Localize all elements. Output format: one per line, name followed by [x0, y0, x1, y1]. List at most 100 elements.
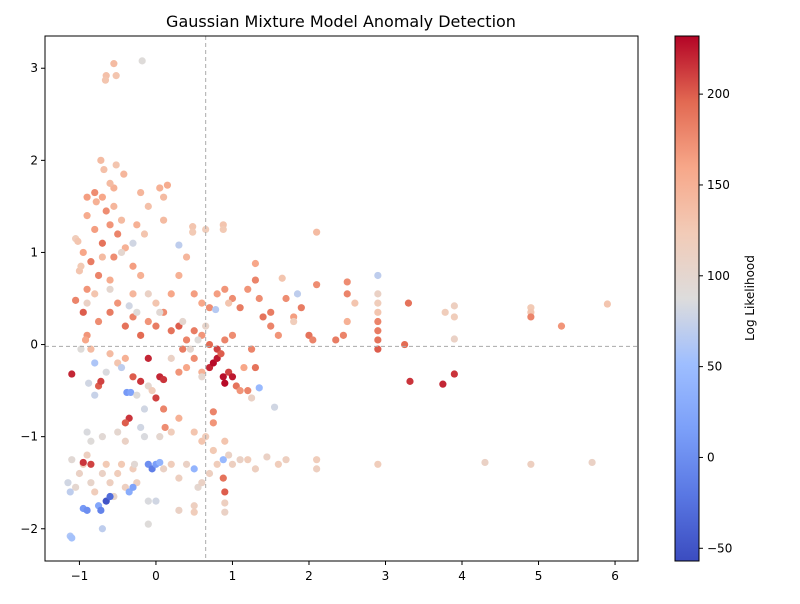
data-point: [98, 253, 106, 261]
colorbar-label: Log Likelihood: [743, 255, 757, 341]
data-point: [221, 336, 229, 344]
data-point: [251, 259, 260, 268]
data-point: [244, 285, 252, 293]
data-point: [148, 387, 156, 395]
data-point: [179, 317, 187, 326]
x-tick-label: −1: [71, 569, 89, 583]
data-point: [160, 465, 168, 473]
data-point: [244, 456, 252, 464]
data-point: [481, 458, 489, 467]
data-point: [374, 345, 382, 353]
data-point: [221, 285, 229, 293]
data-point: [97, 377, 105, 385]
data-point: [112, 161, 120, 169]
data-point: [121, 437, 129, 445]
data-point: [221, 508, 229, 516]
data-point: [219, 225, 227, 234]
data-point: [309, 336, 317, 344]
colorbar-tick-label: 200: [707, 87, 730, 101]
data-point: [102, 207, 110, 215]
data-point: [202, 225, 210, 234]
data-point: [79, 248, 87, 257]
data-point: [144, 290, 152, 298]
data-point: [87, 345, 95, 353]
data-point: [138, 57, 146, 65]
data-point: [91, 391, 99, 399]
data-point: [156, 433, 164, 441]
data-point: [209, 419, 217, 427]
data-point: [219, 456, 227, 464]
data-point: [137, 331, 145, 339]
data-point: [450, 335, 458, 343]
data-point: [450, 370, 458, 378]
data-point: [182, 253, 191, 261]
chart-title: Gaussian Mixture Model Anomaly Detection: [166, 12, 516, 31]
data-point: [130, 460, 139, 468]
y-tick-label: −2: [20, 522, 38, 536]
data-point: [91, 290, 99, 298]
data-point: [228, 331, 237, 339]
data-point: [77, 262, 85, 270]
data-point: [221, 488, 229, 496]
data-point: [343, 290, 351, 298]
data-point: [91, 359, 99, 367]
data-point: [557, 322, 566, 330]
data-point: [282, 294, 290, 303]
colorbar-tick-label: 100: [707, 269, 730, 283]
data-point: [83, 285, 91, 293]
data-point: [198, 299, 206, 307]
data-point: [137, 271, 145, 280]
data-point: [255, 294, 263, 303]
data-point: [236, 387, 244, 395]
data-point: [83, 451, 91, 459]
data-point: [274, 331, 282, 339]
data-point: [527, 460, 535, 468]
data-point: [259, 313, 267, 321]
data-point: [152, 394, 160, 402]
data-point: [198, 373, 206, 381]
data-point: [129, 262, 137, 270]
data-point: [290, 317, 298, 326]
data-point: [87, 460, 95, 468]
colorbar-tick-label: −50: [707, 541, 732, 555]
data-point: [85, 379, 93, 387]
data-point: [278, 274, 286, 282]
data-point: [92, 198, 100, 206]
data-point: [117, 363, 126, 372]
data-point: [102, 460, 110, 468]
data-point: [87, 437, 95, 445]
data-point: [117, 216, 126, 224]
data-point: [64, 479, 72, 487]
data-point: [175, 414, 183, 422]
data-point: [374, 271, 382, 280]
data-point: [205, 340, 214, 349]
data-point: [221, 499, 229, 507]
data-point: [236, 304, 244, 312]
data-point: [270, 403, 279, 411]
data-point: [152, 497, 160, 505]
data-point: [175, 506, 183, 514]
data-point: [401, 340, 409, 349]
data-point: [217, 350, 225, 358]
data-point: [91, 188, 99, 197]
y-tick-label: 1: [30, 245, 38, 259]
data-point: [190, 354, 198, 362]
data-point: [374, 308, 382, 316]
data-point: [339, 331, 348, 339]
data-point: [603, 300, 611, 308]
data-point: [144, 202, 152, 210]
data-point: [190, 327, 198, 335]
data-point: [374, 327, 382, 335]
data-point: [194, 336, 202, 344]
data-point: [156, 184, 164, 192]
data-point: [140, 405, 149, 413]
data-point: [68, 456, 76, 464]
data-point: [110, 202, 118, 210]
data-point: [91, 225, 99, 234]
data-point: [106, 492, 114, 501]
data-point: [374, 317, 382, 326]
data-point: [450, 313, 458, 321]
data-point: [94, 317, 103, 326]
data-point: [343, 317, 351, 326]
data-point: [121, 419, 129, 427]
